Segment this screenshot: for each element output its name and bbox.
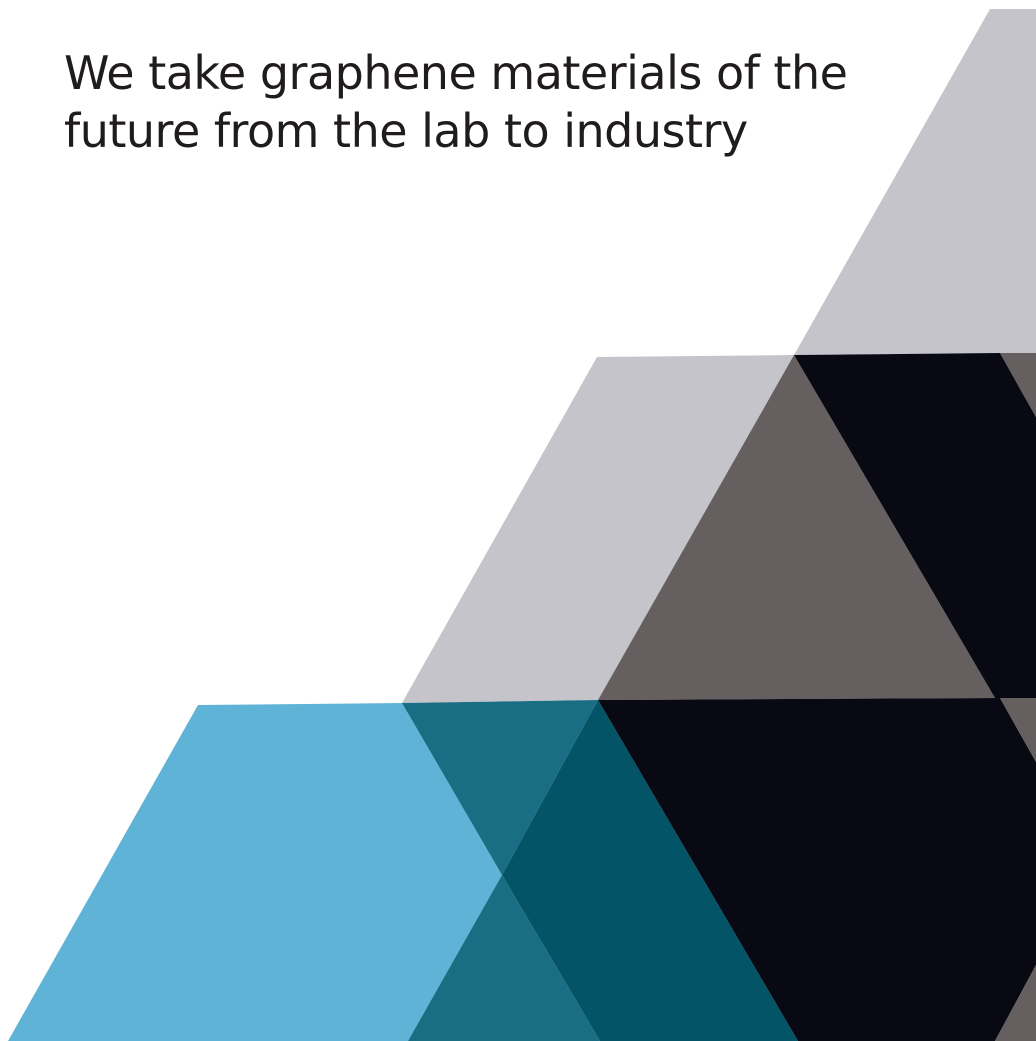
mid-black-shape (794, 353, 1036, 698)
bottom-teal-upper-triangle (402, 700, 598, 875)
headline: We take graphene materials of the future… (64, 44, 904, 160)
mid-grey-edge-triangle (1000, 353, 1036, 417)
headline-line-1: We take graphene materials of the (64, 46, 848, 100)
bottom-grey-corner-triangle (995, 965, 1036, 1041)
mid-grey-light-shape (402, 355, 794, 703)
headline-line-2: future from the lab to industry (64, 104, 748, 158)
bottom-teal-lower-triangle (408, 875, 600, 1041)
bottom-black-shape (598, 698, 1036, 1041)
top-grey-shape (794, 9, 1036, 355)
bottom-grey-edge-triangle (1000, 698, 1036, 762)
bottom-deepteal-shape (502, 700, 798, 1041)
mid-grey-dark-triangle (598, 355, 995, 700)
bottom-lightblue-shape (8, 703, 502, 1041)
